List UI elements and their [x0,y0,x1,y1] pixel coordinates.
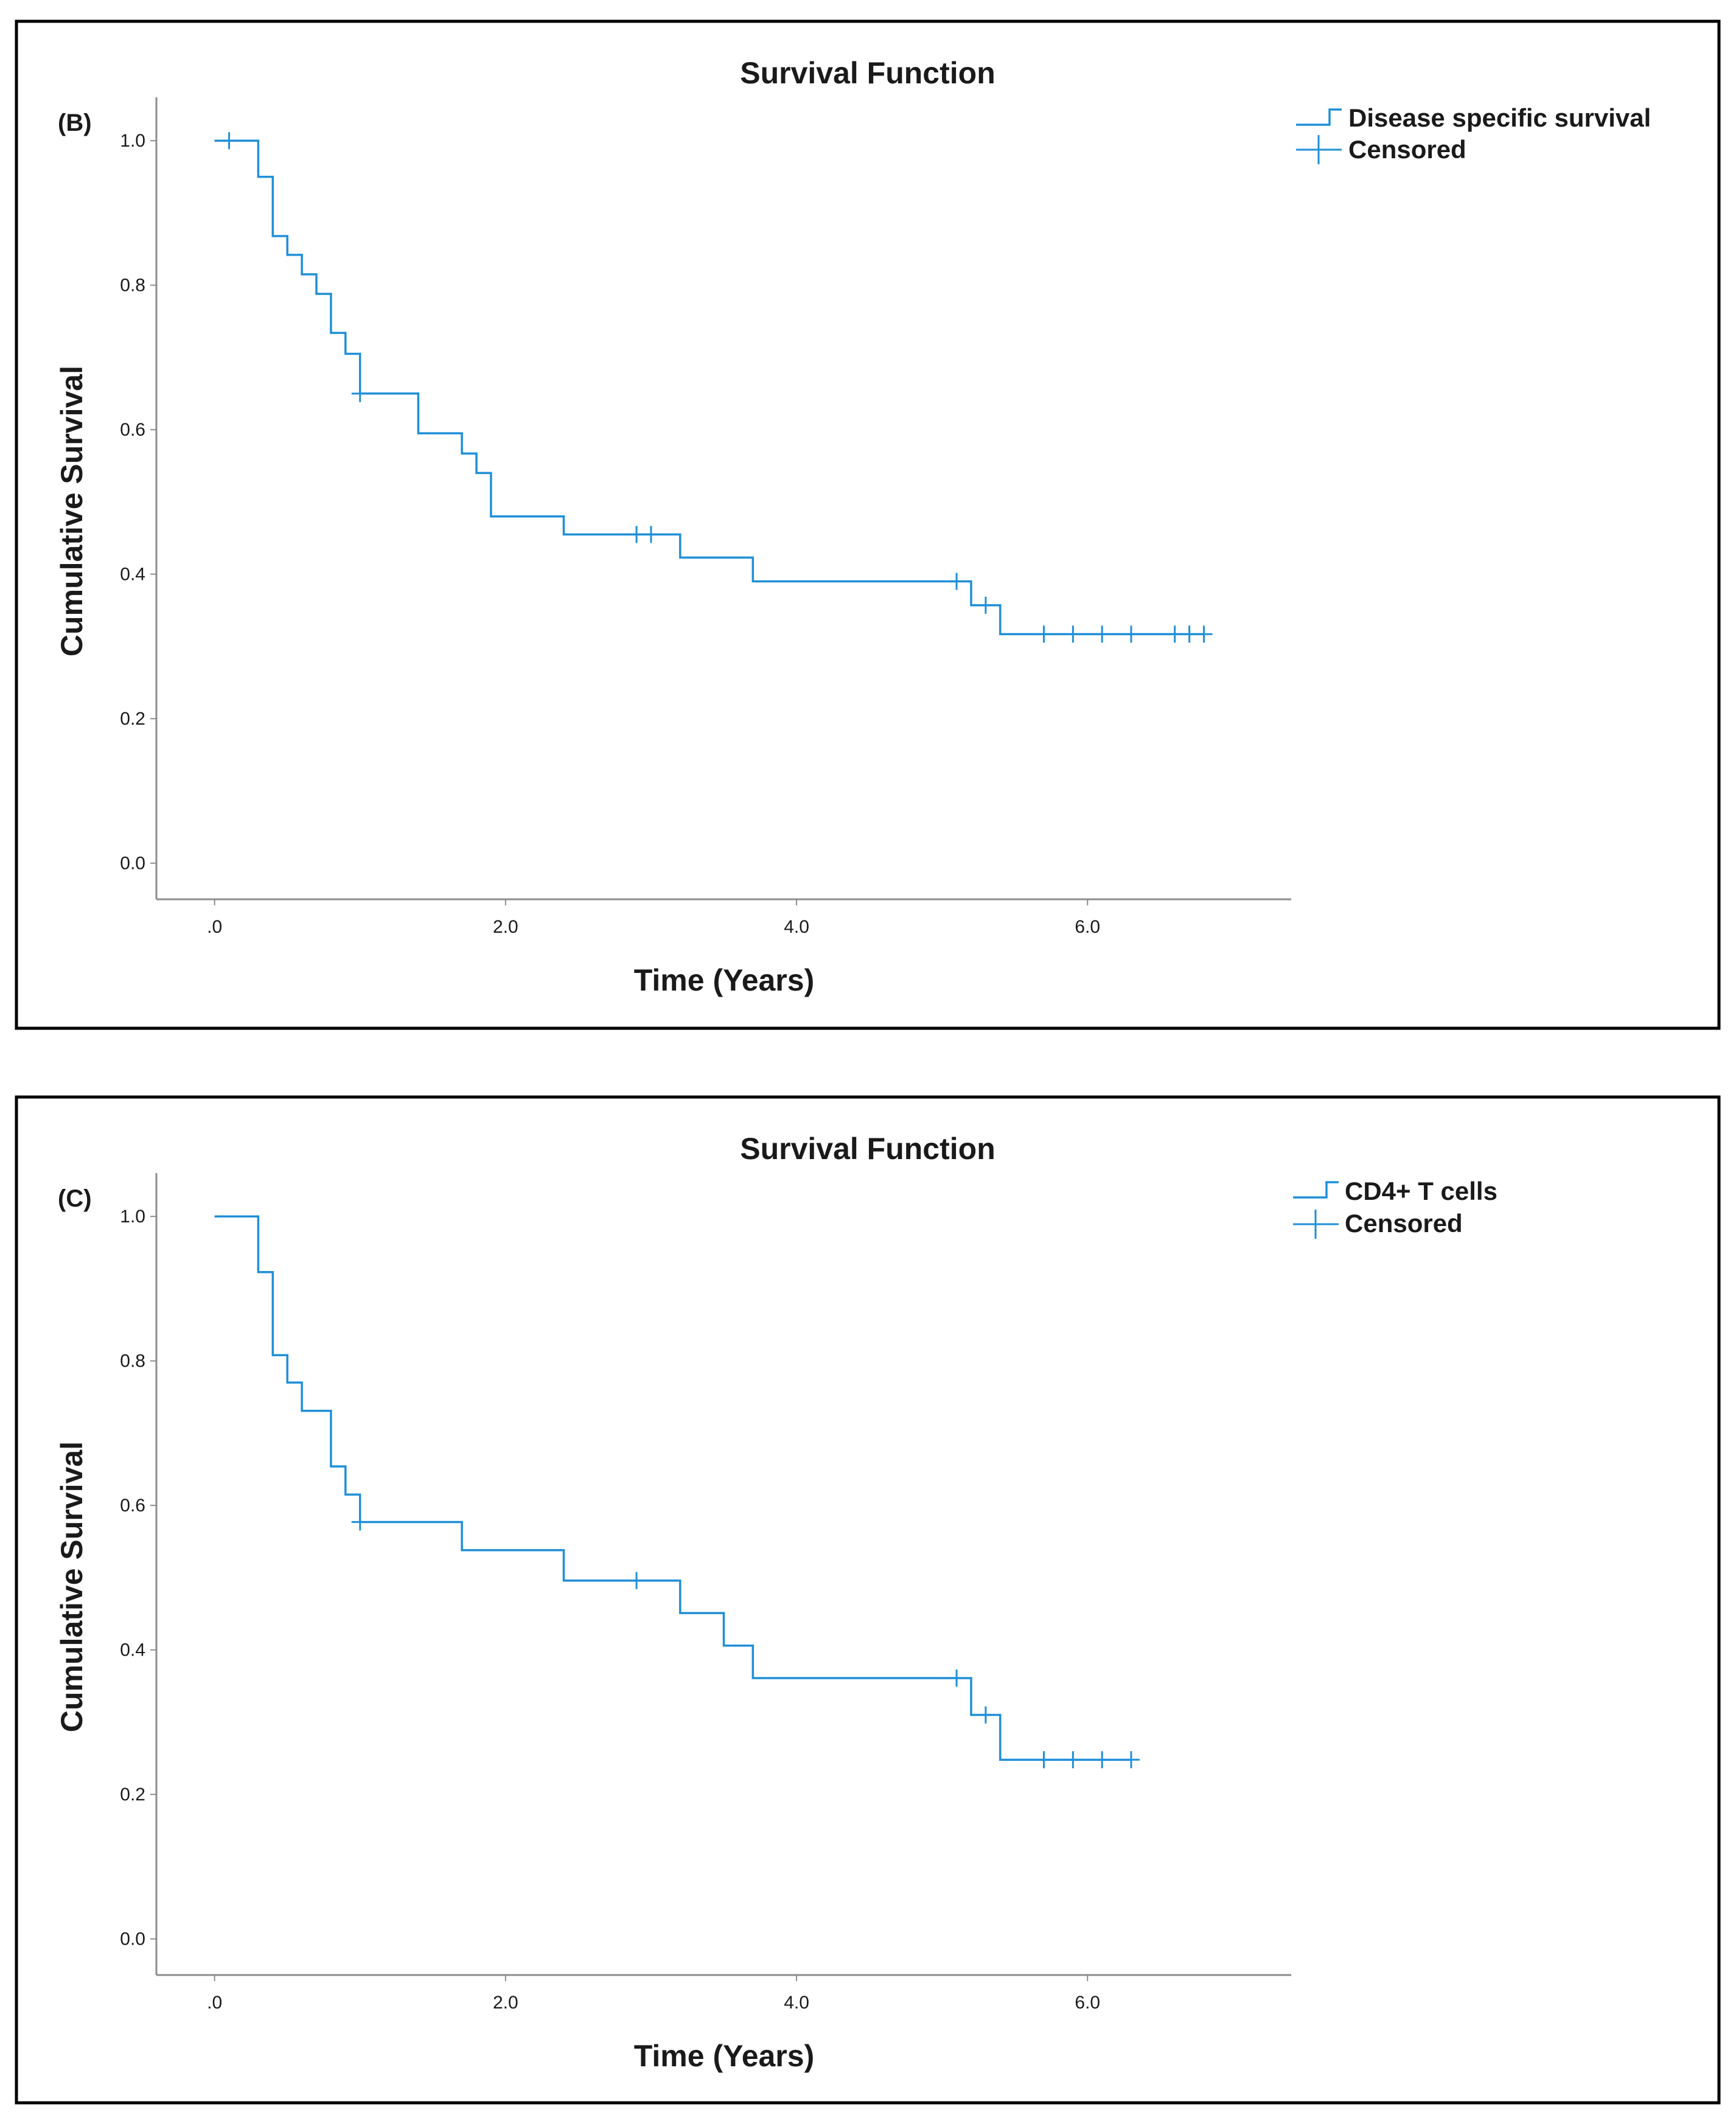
y-tick-label: 0.4 [120,565,145,585]
x-tick-label: .0 [207,1993,222,2013]
x-tick-label: .0 [207,917,222,937]
legend: Disease specific survival Censored [1296,103,1651,164]
chart-title: Survival Function [740,1132,995,1166]
y-tick-label: 0.2 [120,709,145,729]
legend-entry-series: Disease specific survival [1348,103,1651,132]
y-axis-label: Cumulative Survival [55,366,89,657]
y-tick-label: 0.0 [120,1929,145,1949]
ticks: 0.0 0.2 0.4 0.6 0.8 1.0 .0 2.0 4.0 6.0 [120,1207,1100,2013]
x-axis-label: Time (Years) [634,2039,814,2073]
x-tick-label: 6.0 [1075,917,1100,937]
ticks: 0.0 0.2 0.4 0.6 0.8 1.0 .0 2.0 4.0 6.0 [120,131,1100,937]
axes [155,1173,1291,1976]
y-tick-label: 0.2 [120,1785,145,1805]
legend-line-icon [1296,108,1342,126]
x-tick-label: 6.0 [1075,1993,1100,2013]
x-tick-label: 2.0 [493,1993,518,2013]
legend-entry-censored: Censored [1345,1209,1463,1238]
survival-curve-line [214,1215,1131,1761]
x-tick-label: 4.0 [784,917,809,937]
survival-chart-b: (B) Survival Function Time (Years) Cumul… [15,19,1721,1030]
axes [155,97,1291,900]
survival-chart-c: (C) Survival Function Time (Years) Cumul… [15,1095,1721,2105]
legend-entry-series: CD4+ T cells [1345,1177,1497,1205]
legend-entry-censored: Censored [1348,135,1466,164]
chart-title: Survival Function [740,56,995,90]
panel-label: (B) [58,110,92,136]
survival-curve-line [214,139,1204,635]
x-tick-label: 2.0 [493,917,518,937]
y-tick-label: 1.0 [120,1207,145,1227]
y-tick-label: 0.8 [120,276,145,296]
chart-frame [15,1095,1721,2105]
x-axis-label: Time (Years) [634,963,814,997]
plot-area [214,1215,1140,1769]
plot-area [214,132,1213,643]
y-tick-label: 0.4 [120,1640,145,1660]
y-axis-label: Cumulative Survival [55,1441,89,1732]
y-tick-label: 0.0 [120,854,145,874]
y-tick-label: 0.6 [120,1496,145,1516]
chart-frame [15,19,1721,1030]
y-tick-label: 1.0 [120,131,145,151]
y-tick-label: 0.6 [120,420,145,440]
panel-label: (C) [58,1185,92,1212]
legend-line-icon [1293,1181,1339,1199]
legend: CD4+ T cells Censored [1293,1177,1497,1239]
y-tick-label: 0.8 [120,1351,145,1371]
x-tick-label: 4.0 [784,1993,809,2013]
